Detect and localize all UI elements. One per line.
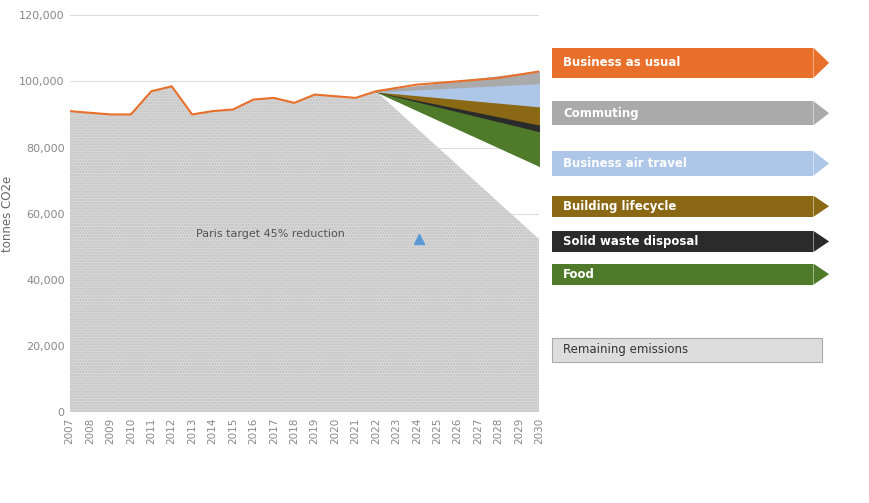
Text: Building lifecycle: Building lifecycle: [562, 200, 675, 213]
Text: Business as usual: Business as usual: [562, 56, 680, 69]
Text: Food: Food: [562, 268, 594, 281]
Text: Paris target 45% reduction: Paris target 45% reduction: [196, 229, 345, 239]
Text: Remaining emissions: Remaining emissions: [562, 343, 687, 356]
Text: Business air travel: Business air travel: [562, 157, 686, 170]
Text: Solid waste disposal: Solid waste disposal: [562, 235, 698, 248]
Y-axis label: tonnes CO2e: tonnes CO2e: [1, 176, 14, 252]
Text: Commuting: Commuting: [562, 107, 638, 120]
